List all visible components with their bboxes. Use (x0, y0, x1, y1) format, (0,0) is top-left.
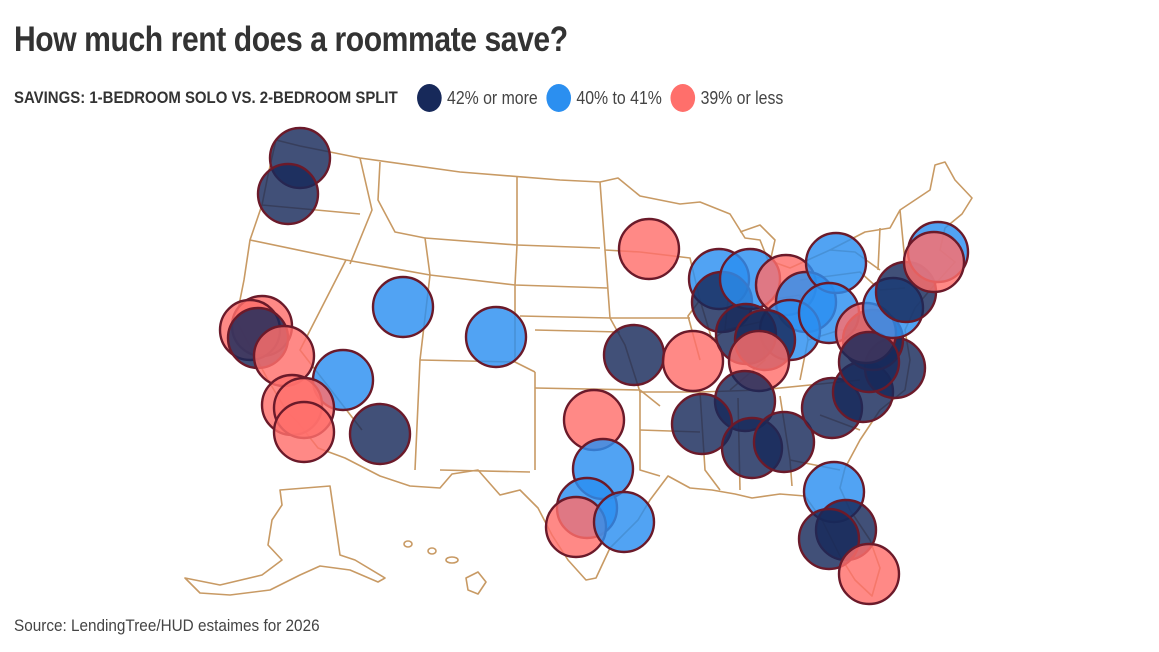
legend-swatch-mid-icon (546, 84, 572, 112)
bubble-marker (617, 217, 681, 281)
bubble-marker (272, 400, 336, 464)
legend-label: 39% or less (700, 87, 784, 108)
bubble-marker (837, 542, 901, 606)
legend: SAVINGS: 1-BEDROOM SOLO VS. 2-BEDROOM SP… (14, 84, 792, 112)
bubble-marker (371, 275, 435, 339)
legend-swatch-low-icon (670, 84, 696, 112)
legend-item-low: 39% or less (670, 84, 784, 112)
bubble-marker (837, 330, 901, 394)
legend-item-mid: 40% to 41% (546, 84, 662, 112)
bubble-marker (464, 305, 528, 369)
bubble-marker (670, 392, 734, 456)
bubble-marker (348, 402, 412, 466)
legend-item-high: 42% or more (417, 84, 538, 112)
alaska-inset (184, 485, 386, 596)
legend-swatch-high-icon (417, 84, 442, 112)
bubble-marker (902, 230, 966, 294)
hawaii-inset (403, 540, 487, 595)
bubbles (218, 126, 970, 606)
chart-title: How much rent does a roommate save? (14, 20, 568, 59)
legend-label: 42% or more (447, 87, 538, 108)
bubble-marker (797, 507, 861, 571)
source-note: Source: LendingTree/HUD estaimes for 202… (14, 616, 320, 635)
bubble-marker (592, 490, 656, 554)
legend-title: SAVINGS: 1-BEDROOM SOLO VS. 2-BEDROOM SP… (14, 88, 398, 107)
us-bubble-map (184, 126, 973, 606)
bubble-marker (661, 329, 725, 393)
bubble-marker (256, 162, 320, 226)
bubble-marker (752, 410, 816, 474)
legend-label: 40% to 41% (576, 87, 662, 108)
bubble-marker (602, 323, 666, 387)
